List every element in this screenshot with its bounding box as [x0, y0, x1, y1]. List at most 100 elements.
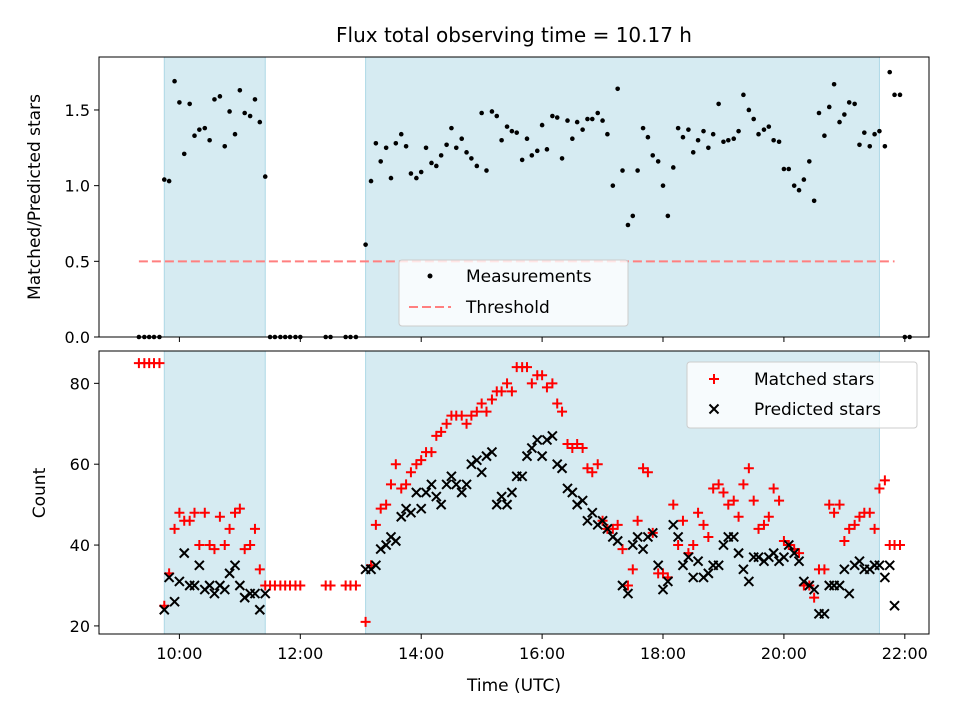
measurement-point [766, 124, 772, 129]
measurement-point [867, 143, 873, 149]
measurement-point [574, 119, 580, 125]
matched-point [375, 503, 386, 514]
measurement-point [605, 131, 610, 137]
measurement-point [625, 222, 631, 228]
bottom-x-tick-label: 22:00 [882, 644, 928, 663]
matched-point [466, 410, 477, 421]
bottom-y-ticks: 20 40 60 80 [70, 374, 99, 636]
measurement-point [589, 116, 595, 122]
predicted-point [501, 499, 513, 510]
predicted-point [420, 487, 432, 498]
matched-point [758, 519, 769, 530]
predicted-point [536, 450, 548, 462]
matched-point [481, 406, 492, 417]
matched-point [819, 564, 830, 575]
bottom-y-tick-label: 80 [70, 374, 90, 393]
matched-point [496, 386, 507, 397]
matched-point [194, 540, 205, 551]
predicted-point [778, 551, 790, 563]
predicted-point [496, 491, 507, 502]
matched-point [693, 507, 704, 518]
predicted-point [446, 471, 457, 482]
bottom-shaded-region-0 [164, 351, 266, 634]
bottom-x-ticks: 10:00 12:00 14:00 16:00 18:00 20:00 22:00 [156, 634, 928, 663]
bottom-x-tick-label: 18:00 [640, 644, 686, 663]
matched-point [829, 507, 840, 518]
measurement-point [423, 145, 429, 151]
matched-point [426, 447, 437, 458]
matched-point [864, 507, 875, 518]
predicted-point [577, 495, 588, 506]
predicted-point [380, 539, 392, 551]
measurement-point [620, 168, 625, 173]
predicted-point [526, 442, 538, 454]
measurement-point [479, 110, 484, 116]
measurement-point [469, 156, 474, 161]
measurement-point [242, 110, 247, 116]
measurement-point [187, 101, 192, 107]
predicted-point [597, 515, 608, 527]
predicted-point [879, 572, 891, 583]
top-y-tick-label: 0.0 [65, 328, 90, 347]
bottom-legend-box [686, 361, 918, 429]
measurement-point [207, 137, 212, 143]
measurement-point [710, 131, 716, 137]
measurement-point [690, 150, 696, 155]
predicted-point [657, 584, 669, 595]
predicted-point [662, 576, 674, 587]
matched-point [834, 499, 845, 510]
bottom-x-tick-label: 16:00 [519, 644, 565, 663]
measurement-point [660, 183, 666, 188]
measurement-point [701, 128, 706, 134]
matched-point [295, 580, 306, 591]
matched-point [390, 459, 401, 470]
matched-point [874, 483, 885, 494]
measurement-point [459, 136, 465, 142]
measurement-point [846, 100, 852, 105]
predicted-point [627, 539, 638, 551]
top-legend-box [398, 259, 629, 327]
bottom-x-tick-label: 12:00 [277, 644, 323, 663]
matched-point [254, 564, 265, 575]
matched-point [209, 544, 220, 555]
matched-point [436, 426, 447, 437]
predicted-point [652, 560, 664, 571]
matched-point [723, 499, 734, 510]
top-measurement-points [136, 69, 912, 340]
measurement-point [746, 107, 752, 113]
matched-point [154, 358, 165, 369]
measurement-point [429, 160, 434, 166]
predicted-point [743, 576, 755, 587]
measurement-point [837, 119, 842, 125]
bottom-y-tick-label: 40 [70, 536, 90, 555]
measurement-point [464, 150, 469, 155]
measurement-point [831, 81, 837, 87]
predicted-point [426, 479, 437, 490]
bottom-x-tick-label: 10:00 [156, 644, 202, 663]
predicted-point [738, 564, 749, 575]
predicted-point [728, 531, 739, 543]
matched-point [718, 487, 729, 498]
matched-point [405, 467, 416, 478]
measurement-point [721, 139, 726, 145]
measurement-point [449, 125, 454, 131]
matched-point [416, 455, 427, 466]
measurement-point [514, 130, 520, 135]
measurement-point [550, 113, 555, 119]
matched-point [824, 499, 835, 510]
matched-point [199, 507, 210, 518]
predicted-point [224, 568, 235, 579]
predicted-point [854, 556, 865, 567]
measurement-point [559, 156, 565, 161]
predicted-point [532, 434, 543, 446]
measurement-point [791, 183, 797, 188]
predicted-point [396, 511, 407, 522]
measurement-point [811, 198, 817, 204]
measurement-point [600, 118, 605, 123]
measurement-point [857, 142, 862, 148]
measurement-point [403, 143, 409, 149]
top-y-tick-label: 1.0 [65, 177, 90, 196]
bottom-x-tick-label: 20:00 [761, 644, 807, 663]
matched-point [471, 406, 482, 417]
measurement-point [197, 127, 202, 132]
